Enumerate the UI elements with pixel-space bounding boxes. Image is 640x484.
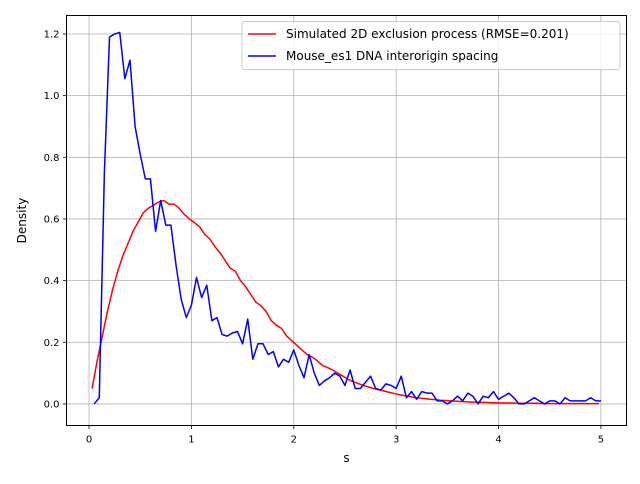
x-tick-label: 0 <box>86 435 92 446</box>
series-line-2 <box>93 31 601 405</box>
y-tick-label: 1.2 <box>44 29 60 40</box>
plot-frame <box>66 15 627 426</box>
legend: Simulated 2D exclusion process (RMSE=0.2… <box>241 21 621 70</box>
y-tick-label: 0.6 <box>44 214 60 225</box>
x-tick-label: 4 <box>495 435 501 446</box>
x-tick-label: 2 <box>291 435 297 446</box>
y-tick-label: 0.4 <box>44 276 60 287</box>
x-tick-label: 5 <box>598 435 604 446</box>
y-axis-ticks: 0.0 0.2 0.4 0.6 0.8 1.0 1.2 <box>44 29 67 410</box>
y-tick-label: 0.8 <box>44 153 60 164</box>
y-axis-label: Density <box>15 198 29 244</box>
x-axis-label: s <box>343 451 349 465</box>
series-line-1 <box>91 199 599 405</box>
legend-label-2: Mouse_es1 DNA interorigin spacing <box>286 49 498 63</box>
x-tick-label: 3 <box>393 435 399 446</box>
y-tick-label: 1.0 <box>44 91 60 102</box>
series-layer <box>91 31 601 405</box>
y-tick-label: 0.0 <box>44 399 60 410</box>
legend-label-1: Simulated 2D exclusion process (RMSE=0.2… <box>286 27 569 41</box>
x-axis-ticks: 0 1 2 3 4 5 <box>86 425 604 446</box>
x-tick-label: 1 <box>188 435 194 446</box>
y-tick-label: 0.2 <box>44 338 60 349</box>
legend-box <box>241 21 621 70</box>
